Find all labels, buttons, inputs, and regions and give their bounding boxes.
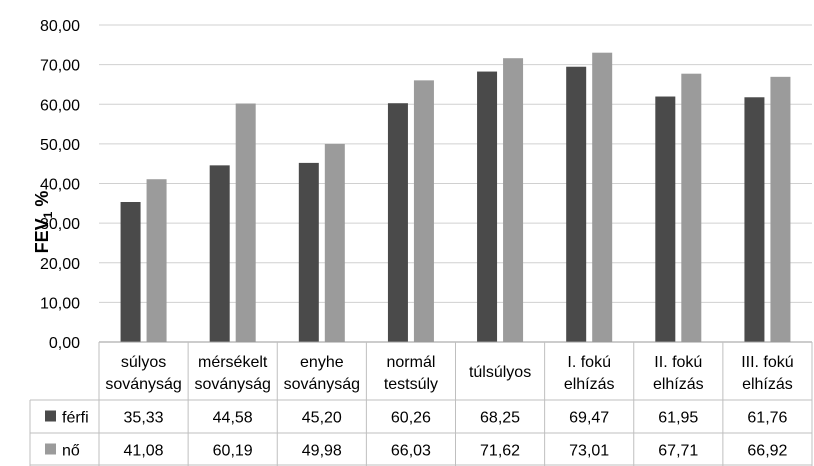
y-tick-label: 80,00 bbox=[40, 18, 80, 35]
data-value-férfi: 60,26 bbox=[391, 410, 431, 427]
data-value-nő: 71,62 bbox=[480, 443, 520, 460]
y-axis-label: FEV1 % bbox=[32, 191, 55, 254]
category-label: I. fokú bbox=[567, 354, 611, 371]
legend-swatch-nő bbox=[45, 443, 56, 455]
data-value-nő: 66,92 bbox=[747, 443, 787, 460]
bar-férfi bbox=[566, 66, 587, 342]
bar-nő bbox=[681, 73, 702, 342]
y-tick-label: 10,00 bbox=[40, 295, 80, 312]
bar-férfi bbox=[298, 162, 319, 342]
bar-nő bbox=[146, 179, 167, 342]
category-label: elhízás bbox=[564, 376, 615, 393]
data-value-férfi: 69,47 bbox=[569, 410, 609, 427]
category-label: soványság bbox=[105, 376, 182, 393]
category-label: elhízás bbox=[653, 376, 704, 393]
bar-nő bbox=[324, 143, 345, 342]
category-label: elhízás bbox=[742, 376, 793, 393]
y-tick-label: 40,00 bbox=[40, 177, 80, 194]
y-tick-label: 70,00 bbox=[40, 58, 80, 75]
bar-nő bbox=[503, 58, 524, 342]
bar-férfi bbox=[655, 96, 676, 342]
legend-swatch-férfi bbox=[45, 410, 56, 422]
y-tick-label: 0,00 bbox=[49, 335, 80, 352]
bar-nő bbox=[592, 52, 613, 342]
category-label: súlyos bbox=[121, 354, 166, 371]
bars bbox=[120, 52, 791, 342]
data-value-férfi: 44,58 bbox=[213, 410, 253, 427]
legend-label-férfi: férfi bbox=[62, 410, 89, 427]
category-label: III. fokú bbox=[741, 354, 793, 371]
data-value-nő: 49,98 bbox=[302, 443, 342, 460]
category-label: testsúly bbox=[384, 376, 438, 393]
y-tick-label: 30,00 bbox=[40, 216, 80, 233]
category-label: soványság bbox=[194, 376, 271, 393]
category-label: mérsékelt bbox=[198, 354, 268, 371]
bar-férfi bbox=[744, 97, 765, 342]
bar-férfi bbox=[387, 103, 408, 342]
data-value-férfi: 45,20 bbox=[302, 410, 342, 427]
data-value-nő: 41,08 bbox=[124, 443, 164, 460]
bar-nő bbox=[770, 76, 791, 342]
data-value-nő: 60,19 bbox=[213, 443, 253, 460]
y-tick-label: 50,00 bbox=[40, 137, 80, 154]
bar-férfi bbox=[120, 202, 141, 342]
data-table: súlyos soványság mérsékelt soványság enyhe so… bbox=[29, 341, 813, 466]
category-label: soványság bbox=[284, 376, 361, 393]
bar-férfi bbox=[209, 165, 230, 342]
category-label: normál bbox=[386, 354, 435, 371]
data-value-férfi: 68,25 bbox=[480, 410, 520, 427]
data-value-férfi: 35,33 bbox=[124, 410, 164, 427]
category-label: túlsúlyos bbox=[469, 364, 531, 381]
y-axis: 0,00 10,00 20,00 30,00 40,00 50,00 60,00 70,00 8… bbox=[40, 18, 80, 352]
bar-férfi bbox=[477, 71, 498, 342]
gridlines bbox=[99, 24, 812, 343]
category-label: enyhe bbox=[300, 354, 344, 371]
data-value-nő: 73,01 bbox=[569, 443, 609, 460]
data-value-férfi: 61,76 bbox=[747, 410, 787, 427]
data-value-nő: 66,03 bbox=[391, 443, 431, 460]
legend-label-nő: nő bbox=[62, 443, 80, 460]
data-value-férfi: 61,95 bbox=[658, 410, 698, 427]
category-label: II. fokú bbox=[654, 354, 702, 371]
y-tick-label: 60,00 bbox=[40, 97, 80, 114]
y-tick-label: 20,00 bbox=[40, 256, 80, 273]
bar-nő bbox=[413, 80, 434, 342]
bar-nő bbox=[235, 103, 256, 342]
data-value-nő: 67,71 bbox=[658, 443, 698, 460]
